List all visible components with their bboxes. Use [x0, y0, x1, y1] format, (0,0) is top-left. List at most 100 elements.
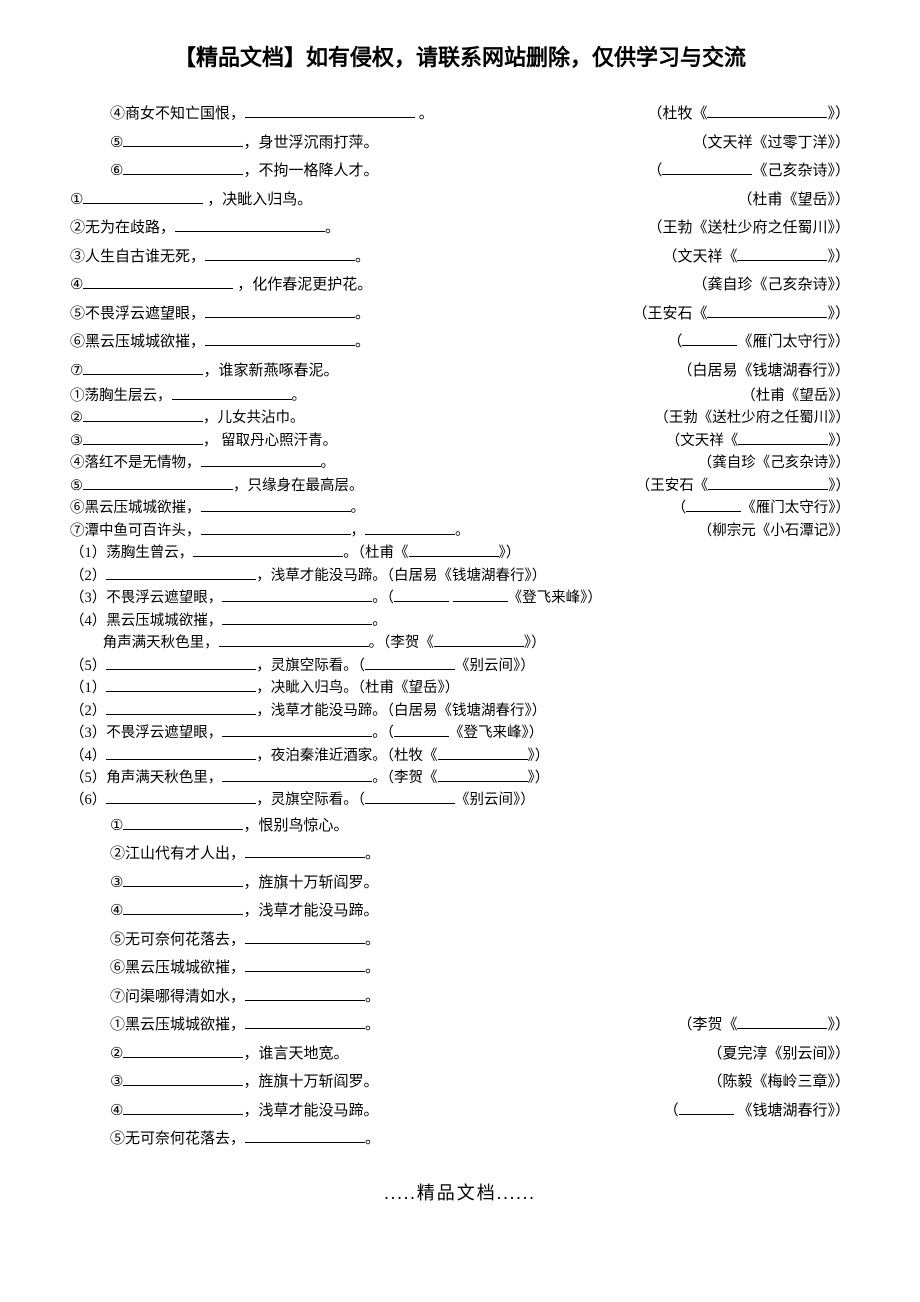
line-left: ②无为在歧路，。: [70, 214, 340, 243]
text-fragment: （文天祥《过零丁洋》）: [692, 135, 850, 151]
text-fragment: （3）不畏浮云遮望眼，: [70, 725, 222, 741]
text-fragment: （杜牧《: [647, 106, 707, 122]
text-fragment: ⑦: [70, 363, 83, 379]
blank-underline: [175, 217, 325, 232]
question-line: ⑤，身世浮沉雨打萍。（文天祥《过零丁洋》）: [70, 129, 850, 158]
blank-underline: [123, 1100, 243, 1115]
line-left: 角声满天秋色里，。（李贺《》）: [70, 632, 546, 654]
text-fragment: （夏完淳《别云间》）: [707, 1046, 850, 1062]
blank-underline: [123, 872, 243, 887]
text-fragment: （: [667, 334, 682, 350]
line-left: ⑤不畏浮云遮望眼，。: [70, 300, 370, 329]
line-left: ⑥，不拘一格降人才。: [110, 157, 378, 186]
question-line: （6），灵旗空际看。（《别云间》）: [70, 789, 850, 811]
blank-underline: [737, 1014, 827, 1029]
text-fragment: （6）: [70, 792, 106, 808]
blank-underline: [123, 900, 243, 915]
line-left: （5）角声满天秋色里，。（李贺《》）: [70, 767, 549, 789]
line-right: （龚自珍《己亥杂诗》）: [698, 452, 850, 474]
text-fragment: （4）黑云压城城欲摧，: [70, 613, 222, 629]
blank-underline: [222, 767, 372, 782]
blank-underline: [222, 588, 372, 603]
text-fragment: （王安石《: [636, 478, 709, 494]
line-right: （ 《钱塘湖春行》）: [664, 1097, 850, 1126]
line-left: ④ ，化作春泥更护花。: [70, 271, 372, 300]
text-fragment: （李贺《: [677, 1017, 737, 1033]
line-left: ①，恨别鸟惊心。: [110, 812, 348, 841]
question-line: ① ，决眦入归鸟。（杜甫《望岳》）: [70, 186, 850, 215]
text-fragment: 《己亥杂诗》）: [752, 163, 850, 179]
text-fragment: （文天祥《: [666, 433, 739, 449]
blank-underline: [365, 790, 455, 805]
text-fragment: 。: [325, 220, 340, 236]
text-fragment: 。: [365, 960, 380, 976]
text-fragment: ，旌旗十万斩阎罗。: [243, 1074, 378, 1090]
blank-underline: [106, 790, 256, 805]
text-fragment: 《别云间》）: [455, 792, 535, 808]
text-fragment: （龚自珍《己亥杂诗》）: [698, 455, 850, 471]
text-fragment: 。: [372, 613, 387, 629]
blank-underline: [106, 678, 256, 693]
question-line: ⑥，不拘一格降人才。 （《己亥杂诗》）: [70, 157, 850, 186]
text-fragment: 》）: [828, 478, 850, 494]
text-fragment: ②: [70, 410, 83, 426]
blank-underline: [222, 610, 372, 625]
text-fragment: 》）: [524, 635, 546, 651]
line-left: ③，旌旗十万斩阎罗。: [110, 869, 378, 898]
blank-underline: [245, 929, 365, 944]
blank-underline: [245, 1128, 365, 1143]
blank-underline: [123, 1043, 243, 1058]
blank-underline: [83, 189, 203, 204]
text-fragment: （杜甫《望岳》）: [741, 388, 850, 404]
text-fragment: （2）: [70, 568, 106, 584]
text-fragment: 。: [355, 249, 370, 265]
text-fragment: （5）: [70, 658, 106, 674]
line-right: （《雁门太守行》）: [672, 497, 850, 519]
line-right: （龚自珍《己亥杂诗》）: [692, 271, 850, 300]
question-line: ④，浅草才能没马蹄。（ 《钱塘湖春行》）: [70, 1097, 850, 1126]
blank-underline: [245, 986, 365, 1001]
line-right: （王安石《》）: [632, 300, 850, 329]
line-right: （杜甫《望岳》）: [741, 385, 850, 407]
blank-underline: [737, 246, 827, 261]
question-line: ④落红不是无情物，。（龚自珍《己亥杂诗》）: [70, 452, 850, 474]
text-fragment: 。: [415, 106, 434, 122]
line-left: （1），决眦入归鸟。（杜甫《望岳》）: [70, 677, 459, 699]
text-fragment: ，: [351, 523, 366, 539]
text-fragment: ，决眦入归鸟。（杜甫《望岳》）: [256, 680, 459, 696]
line-left: ②江山代有才人出，。: [110, 840, 380, 869]
text-fragment: ④: [110, 1103, 123, 1119]
text-fragment: 。: [365, 1017, 380, 1033]
text-fragment: 。: [351, 500, 366, 516]
blank-underline: [394, 723, 449, 738]
line-left: （3）不畏浮云遮望眼，。（《登飞来峰》）: [70, 722, 543, 744]
text-fragment: ③人生自古谁无死，: [70, 249, 205, 265]
document-body: ④商女不知亡国恨， 。（杜牧《》）⑤，身世浮沉雨打萍。（文天祥《过零丁洋》）⑥，…: [70, 100, 850, 1154]
line-right: （《雁门太守行》）: [667, 328, 850, 357]
line-right: （杜牧《》）: [647, 100, 850, 129]
text-fragment: （陈毅《梅岭三章》）: [707, 1074, 850, 1090]
question-line: ⑤，只缘身在最高层。（王安石《》）: [70, 475, 850, 497]
blank-underline: [83, 360, 203, 375]
text-fragment: ，旌旗十万斩阎罗。: [243, 875, 378, 891]
blank-underline: [106, 655, 256, 670]
text-fragment: ⑥黑云压城城欲摧，: [110, 960, 245, 976]
text-fragment: ，夜泊秦淮近酒家。（杜牧《: [256, 748, 437, 764]
line-right: （《己亥杂诗》）: [647, 157, 850, 186]
question-line: ⑥黑云压城城欲摧， 。: [70, 954, 850, 983]
question-line: ③人生自古谁无死， 。 （文天祥《》）: [70, 243, 850, 272]
text-fragment: ④: [110, 903, 123, 919]
text-fragment: （: [672, 500, 687, 516]
text-fragment: ⑥: [110, 163, 123, 179]
question-line: （1），决眦入归鸟。（杜甫《望岳》）: [70, 677, 850, 699]
line-left: （6），灵旗空际看。（《别云间》）: [70, 789, 535, 811]
line-left: （5），灵旗空际看。（《别云间》）: [70, 655, 535, 677]
line-right: （白居易《钱塘湖春行》）: [677, 357, 850, 386]
text-fragment: 《登飞来峰》）: [508, 590, 602, 606]
blank-underline: [106, 700, 256, 715]
line-right: （文天祥《》）: [662, 243, 850, 272]
text-fragment: ⑤不畏浮云遮望眼，: [70, 306, 205, 322]
text-fragment: 。: [292, 388, 307, 404]
text-fragment: ②: [110, 1046, 123, 1062]
blank-underline: [738, 430, 828, 445]
